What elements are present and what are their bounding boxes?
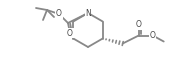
Text: O: O: [150, 31, 156, 40]
Text: O: O: [136, 20, 142, 29]
Text: N: N: [85, 8, 91, 18]
Text: O: O: [56, 10, 62, 18]
Text: O: O: [67, 28, 73, 38]
